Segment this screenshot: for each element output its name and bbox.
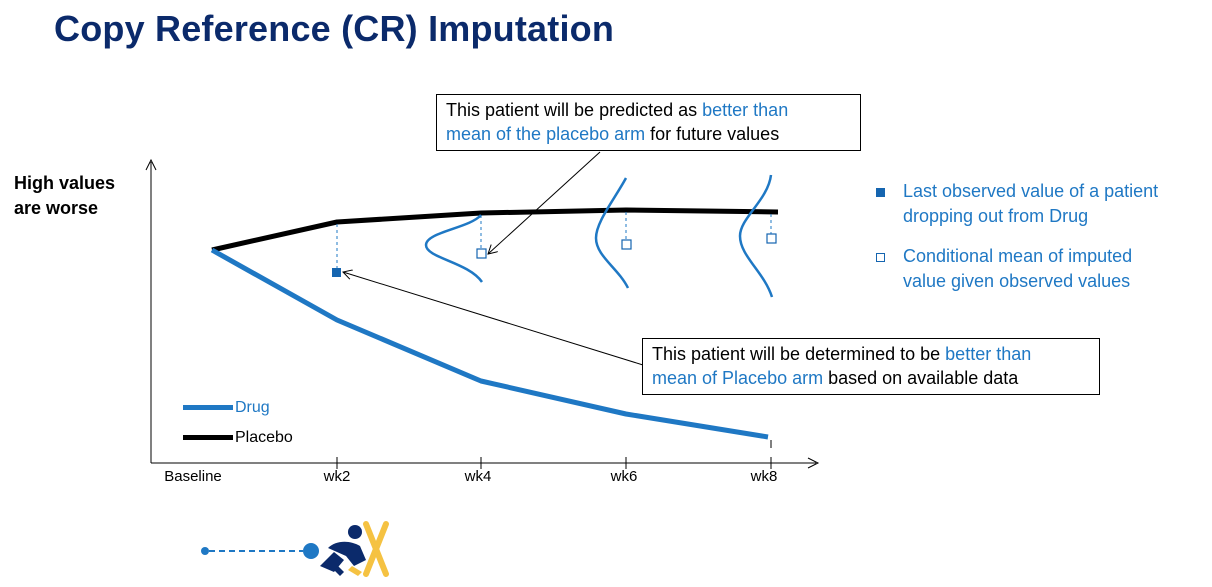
distribution-curve-wk6 [594,177,630,289]
x-tick-label-wk2: wk2 [323,468,351,485]
last-observed-marker [332,268,341,277]
callout-top-line-1: This patient will be predicted as better… [446,98,852,122]
y-axis-label-line-2: are worse [14,198,99,218]
callout-bottom-line-2: mean of Placebo arm based on available d… [652,366,1091,390]
x-axis [151,440,820,469]
imputed-mean-marker-wk4 [476,248,487,259]
callout-top-highlight-1: better than [702,100,789,120]
placebo-line [211,207,779,253]
distribution-curve-wk8 [738,174,774,298]
legend-conditional-mean-line-1: Conditional mean of imputed [903,246,1133,266]
dropout-icon [201,521,389,577]
distribution-curve-wk4 [424,214,484,283]
callout-bottom-highlight-2: mean of Placebo arm [652,368,824,388]
imputed-mean-marker-wk6 [621,239,632,250]
y-axis [145,158,157,463]
callout-bottom-highlight-1: better than [945,344,1032,364]
legend-last-observed-line-2: dropping out from Drug [903,206,1089,226]
legend-placebo: Placebo [183,428,293,448]
filled-square-icon [876,188,885,197]
legend-last-observed-line-1: Last observed value of a patient [903,181,1159,201]
page-title: Copy Reference (CR) Imputation [54,8,615,49]
timeline-icon [201,543,319,559]
x-tick-label-wk8: wk8 [750,468,778,485]
callout-top-text-1: This patient will be predicted as [446,100,703,120]
x-tick-label-wk6: wk6 [610,468,638,485]
callout-top-highlight-2: mean of the placebo arm [446,124,646,144]
callout-bottom-line-1: This patient will be determined to be be… [652,342,1091,366]
falling-person-icon [320,525,366,576]
y-axis-label: High values are worse [14,171,115,221]
legend-placebo-label: Placebo [235,429,293,446]
callout-top-text-2: for future values [645,124,780,144]
callout-top-arrow [488,151,601,254]
legend-drug: Drug [183,398,270,418]
imputed-mean-marker-wk8 [766,233,777,244]
legend-drug-swatch [183,405,233,411]
callout-box-determined: This patient will be determined to be be… [642,338,1100,395]
callout-bottom-text-1: This patient will be determined to be [652,344,946,364]
callout-bottom-text-2: based on available data [823,368,1019,388]
open-square-icon [876,253,885,262]
drug-line [210,247,769,440]
x-tick-label-wk4: wk4 [464,468,492,485]
callout-box-predicted: This patient will be predicted as better… [436,94,861,151]
y-axis-label-line-1: High values [14,173,116,193]
cross-icon [363,521,389,577]
legend-placebo-swatch [183,435,233,441]
legend-drug-label: Drug [235,399,270,416]
x-tick-label-baseline: Baseline [164,468,222,485]
callout-bottom-arrow [343,272,644,366]
legend-conditional-mean-line-2: value given observed values [903,271,1131,291]
callout-top-line-2: mean of the placebo arm for future value… [446,122,852,146]
